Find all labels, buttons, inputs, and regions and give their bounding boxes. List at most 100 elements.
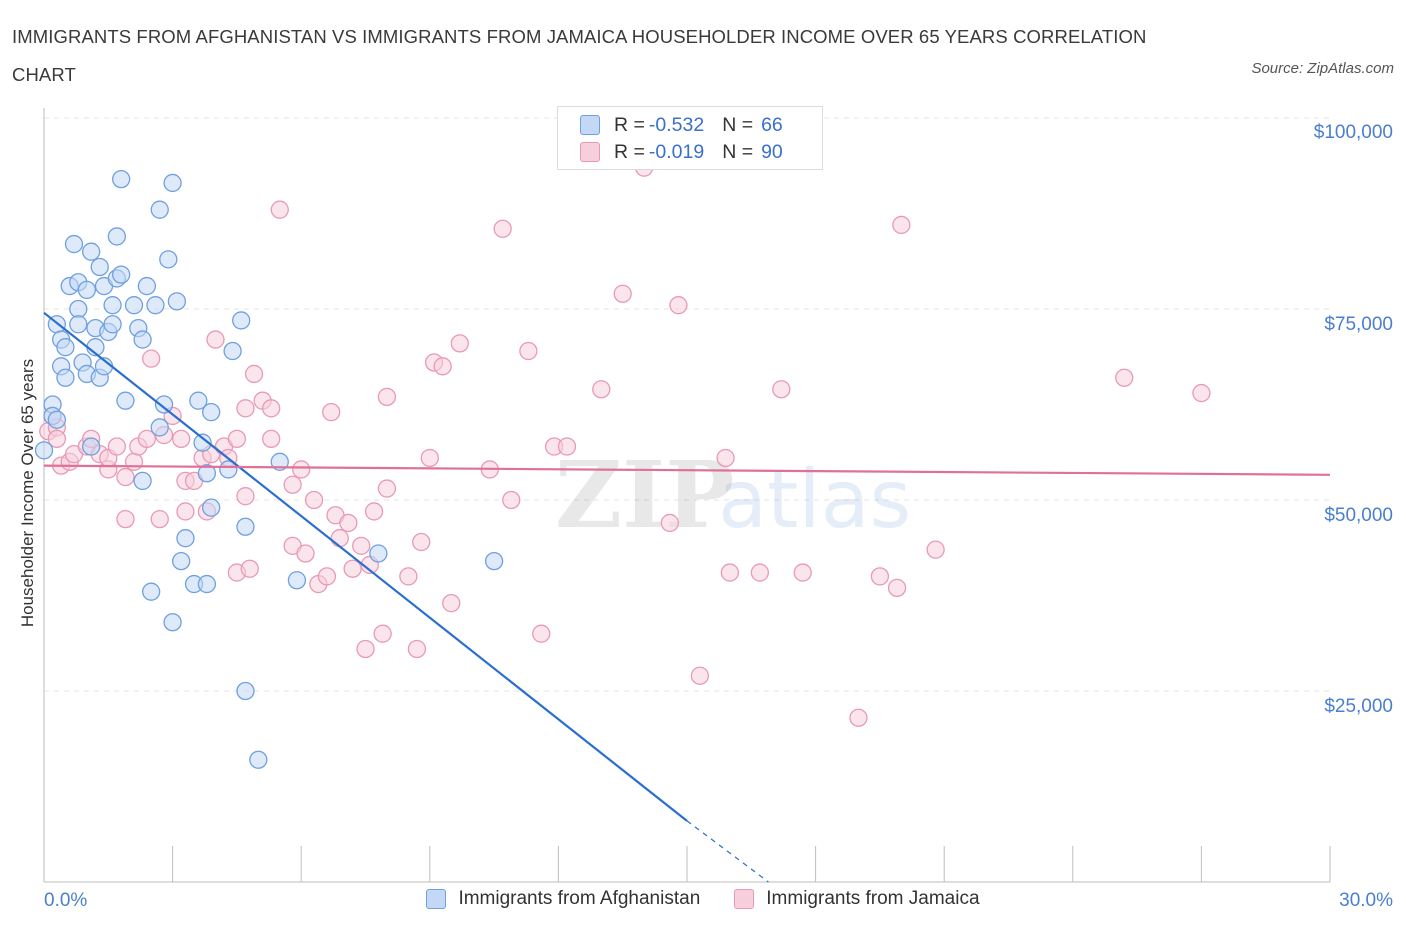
legend-label: Immigrants from Jamaica xyxy=(766,888,980,909)
legend-item-afghanistan[interactable]: Immigrants from Afghanistan xyxy=(426,888,700,910)
data-point xyxy=(142,582,161,601)
data-point xyxy=(197,574,217,594)
data-point xyxy=(352,536,371,555)
stats-legend: R = -0.532 N = 66 R = -0.019 N = 90 xyxy=(557,106,823,170)
data-point xyxy=(193,433,212,452)
data-point xyxy=(150,200,169,219)
data-point xyxy=(142,349,161,368)
y-tick-label: $75,000 xyxy=(1324,314,1393,335)
data-point xyxy=(176,502,195,521)
data-point xyxy=(137,429,157,449)
data-point xyxy=(159,250,178,269)
data-point xyxy=(240,559,259,578)
y-axis-label: Householder Income Over 65 years xyxy=(18,358,37,628)
data-point xyxy=(189,391,208,410)
data-point xyxy=(720,563,740,582)
data-point xyxy=(47,410,67,429)
data-point xyxy=(107,227,127,246)
data-point xyxy=(399,567,418,586)
data-point xyxy=(690,666,710,685)
data-point xyxy=(433,357,452,376)
data-point xyxy=(887,578,907,598)
data-point xyxy=(154,395,174,414)
y-tick-label: $100,000 xyxy=(1313,122,1393,143)
data-point xyxy=(613,284,632,303)
data-point xyxy=(124,452,144,471)
data-point xyxy=(172,429,191,449)
data-point xyxy=(146,296,165,315)
r-label: R = xyxy=(614,140,645,163)
gridlines xyxy=(44,117,1330,692)
data-point xyxy=(172,551,191,571)
data-point xyxy=(1115,368,1134,387)
legend-item-jamaica[interactable]: Immigrants from Jamaica xyxy=(734,888,980,910)
stats-row-jamaica: R = -0.019 N = 90 xyxy=(580,140,783,164)
data-point xyxy=(407,639,427,659)
data-point xyxy=(532,624,551,643)
data-point xyxy=(197,464,217,483)
data-point xyxy=(450,334,469,353)
data-point xyxy=(343,559,362,578)
data-point xyxy=(69,315,88,334)
data-point xyxy=(369,544,388,563)
swatch-jamaica xyxy=(734,889,755,909)
trend-line-afghanistan-extension xyxy=(686,820,769,883)
data-point xyxy=(304,490,324,510)
series-legend: Immigrants from Afghanistan Immigrants f… xyxy=(0,888,1406,910)
data-point xyxy=(322,402,341,422)
data-point xyxy=(56,368,75,387)
x-tick-label: 30.0% xyxy=(1339,890,1393,911)
y-tick-label: $50,000 xyxy=(1324,505,1393,526)
data-point xyxy=(124,296,144,315)
data-point xyxy=(926,540,945,559)
data-point xyxy=(116,467,135,487)
data-point xyxy=(112,169,131,189)
data-point xyxy=(296,544,315,563)
data-point xyxy=(236,681,255,701)
data-point xyxy=(69,299,88,319)
data-point xyxy=(519,341,538,361)
data-point xyxy=(167,292,187,311)
data-point xyxy=(364,502,384,521)
data-point xyxy=(202,402,221,422)
data-point xyxy=(262,399,281,418)
trend-line-jamaica xyxy=(43,464,1331,476)
data-point xyxy=(420,448,439,468)
watermark-zip: ZIP xyxy=(555,441,734,549)
n-value: 66 xyxy=(761,113,783,136)
data-point xyxy=(206,330,225,349)
trend-lines xyxy=(43,311,1331,883)
data-point xyxy=(270,200,289,219)
data-point xyxy=(339,513,358,533)
data-point xyxy=(163,613,182,632)
data-point xyxy=(227,429,247,449)
data-point xyxy=(244,364,264,384)
data-point xyxy=(232,311,251,330)
swatch-jamaica xyxy=(580,142,600,162)
watermark: ZIP atlas xyxy=(555,441,911,549)
data-point xyxy=(137,276,157,296)
data-point xyxy=(77,280,97,300)
data-point xyxy=(793,563,812,582)
watermark-atlas: atlas xyxy=(718,453,911,546)
n-label: N = xyxy=(722,140,754,163)
data-point xyxy=(47,429,67,449)
trend-line-afghanistan xyxy=(43,311,688,822)
data-point xyxy=(202,498,221,517)
data-point xyxy=(283,475,302,494)
x-tick-label: 0.0% xyxy=(44,890,88,911)
data-point xyxy=(176,529,195,548)
data-point xyxy=(330,529,349,548)
data-point xyxy=(849,708,868,727)
data-point xyxy=(219,460,238,479)
data-point xyxy=(107,437,127,456)
data-point xyxy=(112,265,131,284)
data-point xyxy=(133,330,152,349)
data-point xyxy=(236,487,255,506)
data-point xyxy=(377,387,397,407)
data-point xyxy=(34,441,54,460)
data-point xyxy=(236,399,255,418)
data-point xyxy=(356,639,375,659)
data-point xyxy=(493,219,512,238)
data-point xyxy=(317,567,337,586)
